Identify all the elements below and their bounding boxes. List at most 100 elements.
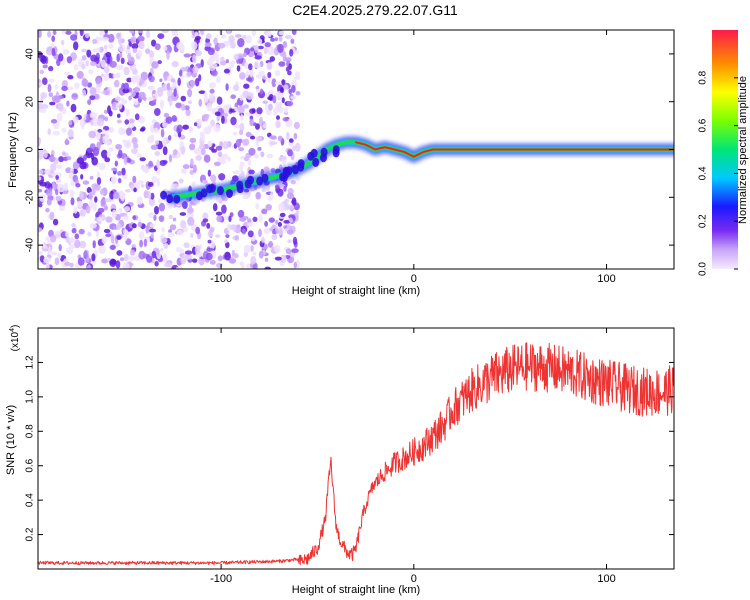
noise-blob	[154, 151, 161, 156]
noise-blob	[100, 188, 104, 195]
noise-blob	[109, 190, 114, 200]
noise-blob	[52, 182, 56, 189]
noise-blob	[138, 30, 144, 33]
noise-blob	[109, 258, 117, 267]
noise-blob	[268, 240, 274, 248]
noise-blob	[82, 180, 90, 185]
noise-scatter	[38, 30, 301, 269]
noise-blob	[81, 63, 86, 70]
noise-blob	[133, 187, 137, 193]
noise-blob	[115, 73, 121, 79]
noise-blob	[136, 153, 142, 159]
noise-blob	[282, 160, 287, 168]
noise-blob	[202, 218, 209, 223]
noise-blob	[208, 82, 217, 89]
noise-blob	[221, 204, 227, 214]
noise-blob	[61, 80, 68, 88]
noise-blob	[138, 250, 146, 260]
noise-blob	[143, 238, 148, 247]
noise-blob	[287, 70, 292, 76]
noise-blob	[112, 191, 120, 200]
noise-blob	[279, 87, 285, 93]
noise-blob	[139, 239, 144, 248]
noise-blob	[126, 77, 133, 83]
noise-blob	[117, 171, 122, 176]
noise-blob	[57, 252, 62, 260]
noise-blob	[119, 207, 123, 214]
snr-scale-label: (x10	[10, 331, 21, 351]
noise-blob	[173, 88, 177, 97]
noise-blob	[45, 208, 50, 213]
noise-blob	[61, 85, 68, 92]
noise-blob	[176, 127, 181, 134]
noise-blob	[171, 115, 177, 122]
noise-blob	[92, 117, 100, 127]
noise-blob	[250, 135, 256, 140]
colorbar: 0.0 0.2 0.4 0.6 0.8 Normalized spectral ampl…	[698, 30, 749, 276]
noise-blob	[151, 175, 158, 184]
noise-blob	[184, 105, 190, 111]
noise-blob	[241, 263, 245, 269]
noise-blob	[221, 153, 229, 160]
noise-blob	[92, 147, 100, 157]
noise-blob	[233, 84, 240, 92]
noise-blob	[123, 253, 129, 262]
noise-blob	[267, 62, 272, 70]
noise-blob	[62, 151, 66, 156]
noise-blob	[89, 175, 94, 180]
noise-blob	[58, 156, 64, 163]
colorbar-gradient	[712, 30, 738, 269]
noise-blob	[141, 126, 146, 131]
noise-blob	[39, 108, 47, 113]
noise-blob	[123, 215, 129, 221]
noise-blob	[288, 214, 296, 219]
noise-blob	[156, 178, 160, 187]
noise-blob	[38, 151, 44, 159]
noise-blob	[96, 177, 102, 185]
noise-blob	[268, 94, 274, 101]
noise-blob	[161, 227, 165, 233]
noise-blob	[176, 230, 183, 236]
noise-blob	[77, 257, 85, 266]
noise-blob	[141, 165, 149, 173]
noise-blob	[274, 37, 278, 42]
noise-blob	[137, 221, 143, 228]
noise-blob	[207, 140, 213, 148]
noise-blob	[243, 244, 252, 254]
noise-blob	[134, 113, 140, 121]
noise-blob	[254, 46, 259, 51]
snr-panel: -100 0 100 0.2 0.4 0.6 0.8 1.0 1.2 Height of st…	[5, 325, 675, 596]
noise-blob	[206, 102, 212, 112]
noise-blob	[61, 127, 67, 133]
noise-blob	[223, 68, 230, 74]
noise-blob	[176, 41, 184, 50]
noise-blob	[231, 249, 235, 256]
snr-x-ticks: -100 0 100	[210, 328, 616, 585]
noise-blob	[206, 247, 214, 252]
noise-blob	[228, 215, 232, 223]
noise-blob	[282, 117, 289, 122]
noise-blob	[183, 242, 190, 249]
noise-blob	[168, 232, 175, 238]
noise-blob	[92, 202, 97, 212]
noise-blob	[131, 148, 138, 154]
noise-blob	[215, 57, 220, 66]
noise-blob	[258, 228, 262, 238]
track-blob	[310, 148, 318, 158]
noise-blob	[267, 196, 272, 201]
noise-blob	[234, 224, 242, 234]
noise-blob	[284, 106, 288, 114]
noise-blob	[97, 207, 105, 213]
noise-blob	[192, 54, 197, 64]
track-core-line	[355, 141, 674, 158]
noise-blob	[286, 229, 294, 235]
noise-blob	[277, 43, 284, 54]
noise-blob	[283, 185, 287, 192]
noise-blob	[58, 53, 64, 62]
noise-blob	[216, 215, 223, 223]
y-tick-label: 0.8	[25, 424, 36, 438]
noise-blob	[106, 150, 111, 158]
noise-blob	[74, 233, 80, 240]
noise-blob	[128, 95, 132, 101]
noise-blob	[139, 157, 146, 162]
